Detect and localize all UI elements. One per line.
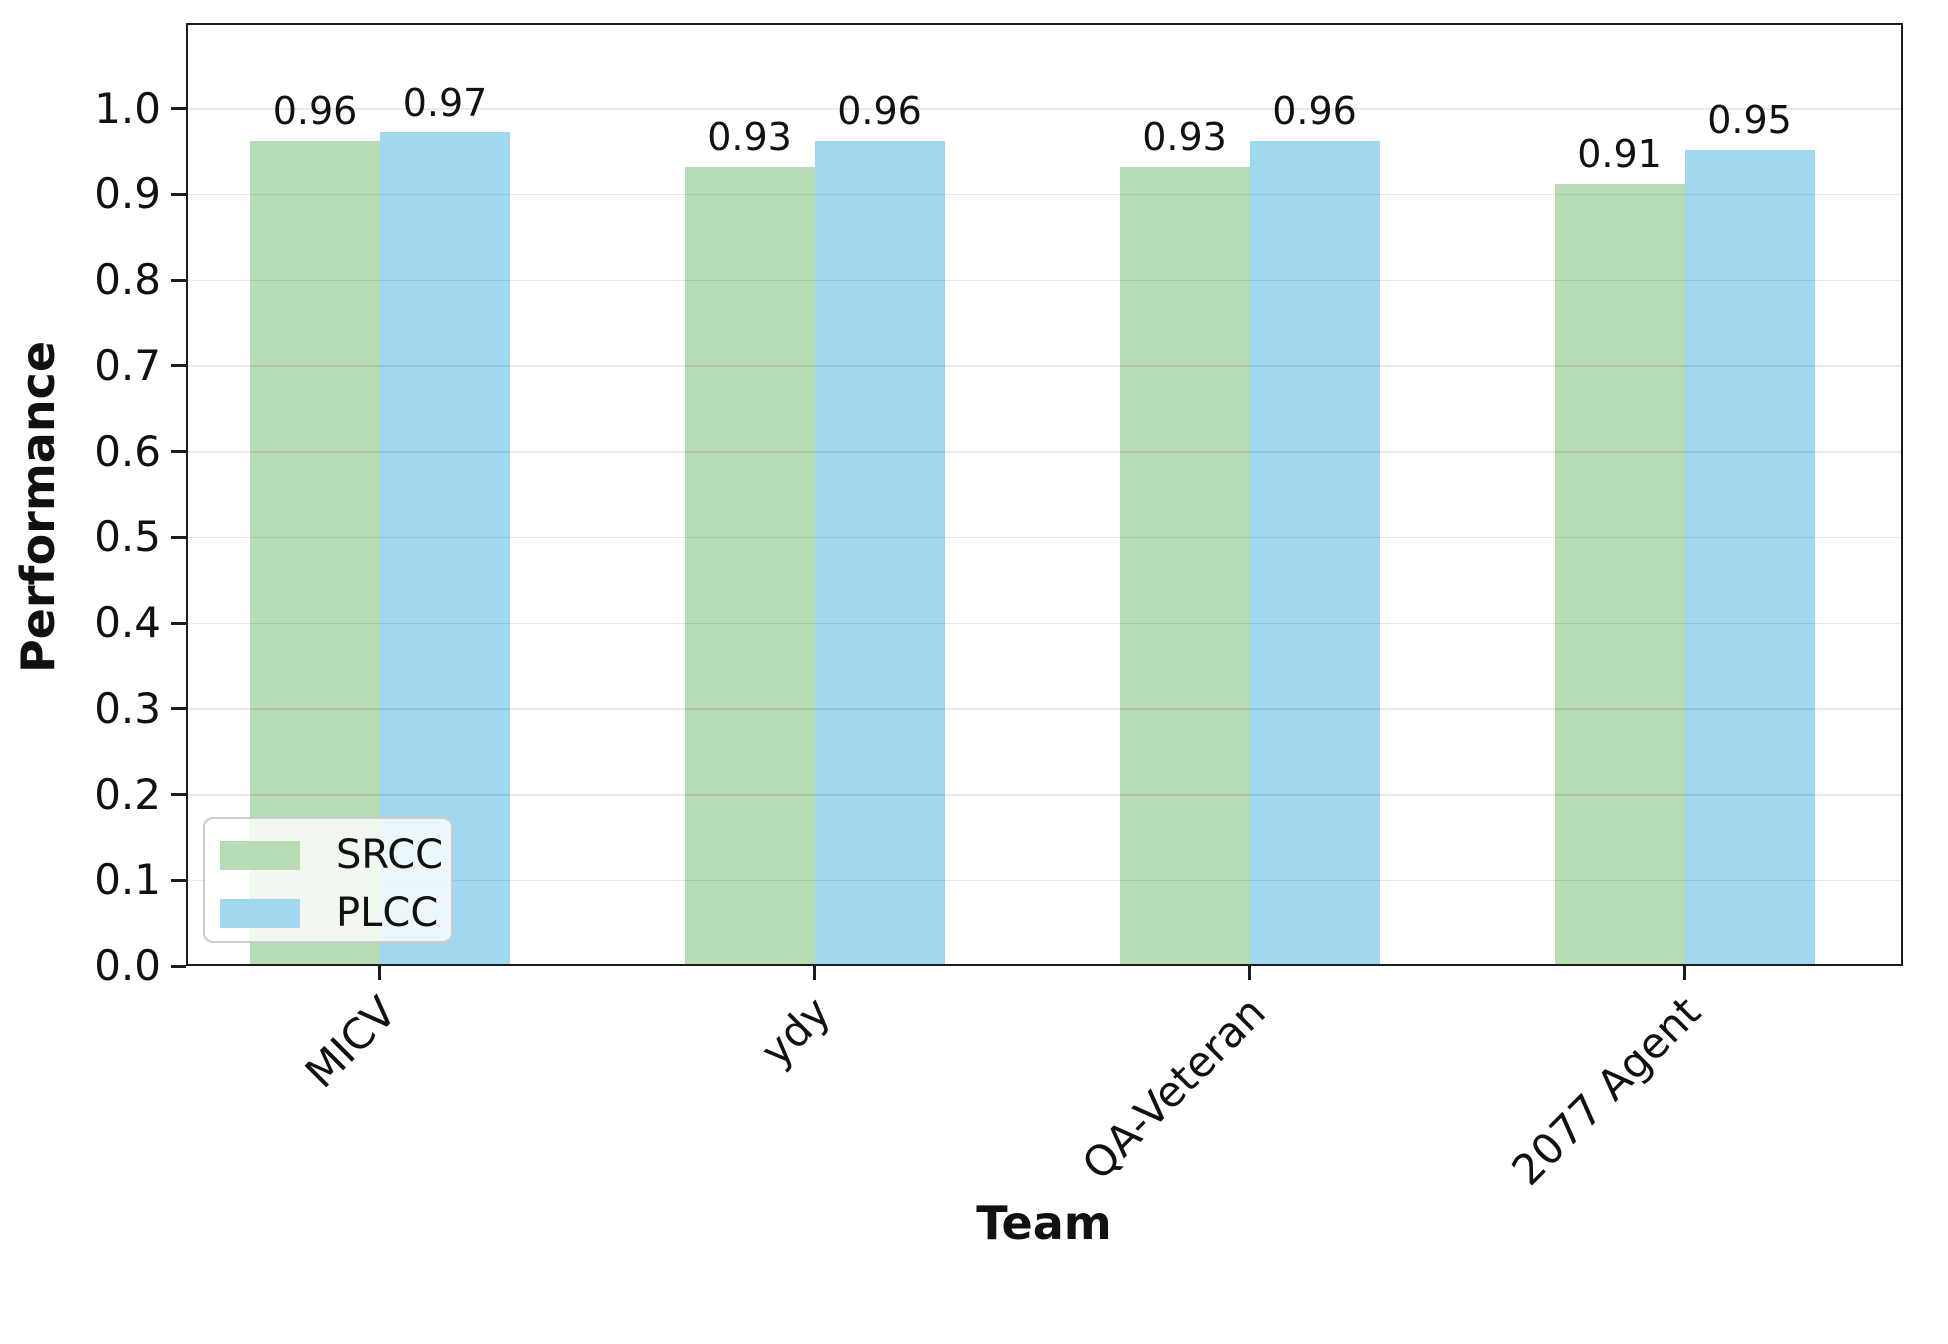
bar-value-label: 0.96: [272, 89, 358, 134]
gridline-0.5: [188, 536, 1901, 539]
x-axis-label: Team: [976, 1196, 1112, 1250]
xtick-mark-2: [1247, 966, 1251, 980]
xtick-label-1: ydy: [751, 987, 840, 1076]
bar-srcc-3: [1554, 183, 1685, 964]
gridline-0.9: [188, 193, 1901, 196]
xtick-mark-3: [1682, 966, 1686, 980]
gridline-0.3: [188, 708, 1901, 710]
bar-plcc-3: [1684, 149, 1815, 964]
xtick-mark-0: [378, 966, 381, 980]
bar-plcc-2: [1249, 141, 1380, 964]
ytick-mark-0.5: [171, 535, 186, 539]
ytick-mark-0.2: [171, 793, 186, 797]
gridline-1.0: [188, 108, 1901, 110]
legend-swatch-srcc: [220, 840, 300, 870]
ytick-label-0.6: 0.6: [94, 426, 161, 476]
y-axis-label: Performance: [11, 340, 65, 674]
xtick-label-3: 2077 Agent: [1502, 987, 1710, 1195]
legend-item-plcc: PLCC: [220, 891, 451, 935]
bar-value-label: 0.97: [402, 80, 488, 125]
ytick-mark-0.1: [171, 878, 186, 882]
bar-srcc-1: [684, 166, 815, 964]
ytick-mark-0.0: [171, 964, 186, 968]
legend-swatch-plcc: [220, 898, 300, 928]
gridline-0.4: [188, 622, 1901, 625]
ytick-label-0.3: 0.3: [94, 683, 161, 733]
ytick-mark-1.0: [171, 107, 186, 111]
ytick-label-0.7: 0.7: [94, 340, 161, 390]
bar-value-label: 0.95: [1707, 97, 1792, 142]
ytick-label-1.0: 1.0: [94, 83, 161, 133]
legend-item-srcc: SRCC: [220, 833, 451, 877]
xtick-label-0: MICV: [295, 987, 406, 1098]
ytick-label-0.2: 0.2: [94, 769, 161, 819]
gridline-0.2: [188, 794, 1901, 796]
gridline-0.7: [188, 365, 1901, 367]
bar-plcc-1: [814, 141, 945, 964]
ytick-label-0.1: 0.1: [94, 855, 161, 905]
ytick-label-0.0: 0.0: [94, 941, 161, 990]
bar-value-label: 0.96: [837, 89, 922, 134]
gridline-0.8: [188, 279, 1901, 282]
bar-value-label: 0.93: [1142, 114, 1227, 159]
ytick-mark-0.6: [171, 450, 186, 454]
xtick-mark-1: [812, 966, 816, 980]
bar-value-label: 0.91: [1577, 132, 1662, 177]
gridline-0.6: [188, 451, 1901, 453]
ytick-mark-0.9: [171, 192, 186, 196]
ytick-label-0.9: 0.9: [94, 169, 161, 219]
bar-srcc-2: [1119, 166, 1250, 964]
ytick-label-0.4: 0.4: [94, 598, 161, 648]
gridline-0.1: [188, 879, 1901, 882]
ytick-mark-0.7: [171, 364, 186, 368]
ytick-mark-0.3: [171, 707, 186, 711]
legend-label: SRCC: [336, 832, 444, 878]
legend: SRCC PLCC: [203, 817, 453, 943]
ytick-label-0.5: 0.5: [94, 512, 161, 562]
legend-label: PLCC: [336, 890, 439, 936]
bar-value-label: 0.96: [1272, 89, 1357, 134]
ytick-label-0.8: 0.8: [94, 255, 161, 305]
ytick-mark-0.4: [171, 621, 186, 625]
ytick-mark-0.8: [171, 278, 186, 282]
bar-value-label: 0.93: [707, 114, 792, 159]
